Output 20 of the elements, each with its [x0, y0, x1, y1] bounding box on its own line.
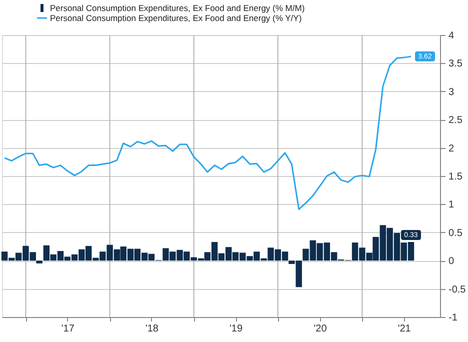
y-tick-label: 3 [448, 86, 454, 98]
y-tick-label: 0.5 [448, 228, 463, 239]
x-tick-label: '21 [398, 324, 412, 334]
x-tick-label: '19 [229, 324, 243, 334]
y-tick-label: 2 [448, 143, 454, 154]
y-tick-label: 1 [448, 200, 454, 211]
y-tick-label: 3.5 [448, 58, 463, 70]
bar [36, 260, 42, 264]
x-tick-label: '20 [314, 324, 328, 334]
y-tick-label: -0.5 [448, 284, 466, 296]
y-tick-label: -1 [448, 312, 458, 324]
y-tick-label: 0 [448, 256, 454, 268]
legend-label: Personal Consumption Expenditures, Ex Food and Energy (% Y/Y) [50, 13, 302, 23]
legend-label: Personal Consumption Expenditures, Ex Food and Energy (% M/M) [50, 3, 305, 13]
line-series [4, 56, 412, 210]
y-tick-label: 4 [448, 30, 454, 42]
x-tick-label: '18 [145, 324, 159, 334]
x-tick-label: '17 [61, 324, 75, 334]
y-tick-label: 2.5 [448, 115, 463, 126]
y-tick-label: 1.5 [448, 172, 463, 182]
